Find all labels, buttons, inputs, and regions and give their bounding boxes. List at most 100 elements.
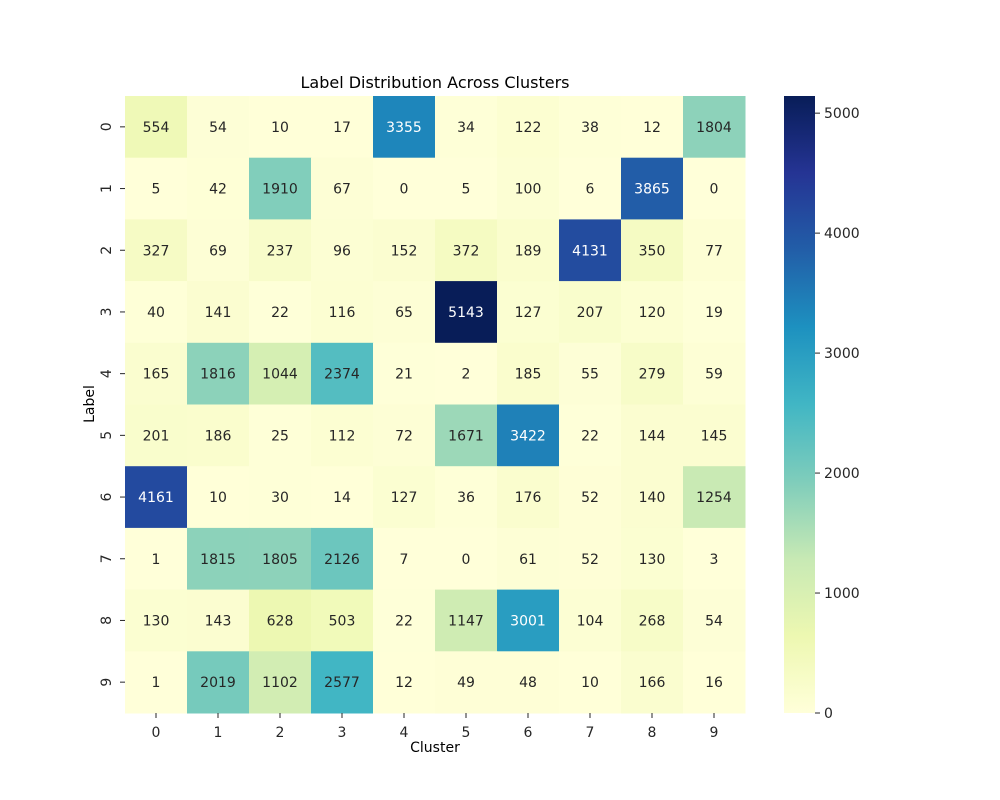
cell-value-label: 122 (515, 120, 542, 136)
heatmap-cell (683, 96, 746, 159)
heatmap-cell (435, 466, 498, 529)
heatmap-cell (435, 219, 498, 282)
heatmap-cell (497, 527, 560, 591)
cell-value-label: 52 (581, 552, 599, 568)
cell-value-label: 1044 (262, 367, 298, 383)
cell-value-label: 130 (143, 613, 170, 629)
x-tick-label: 7 (586, 725, 595, 741)
heatmap-cell (559, 281, 622, 344)
cell-value-label: 1815 (200, 552, 236, 568)
cell-value-label: 21 (395, 367, 413, 383)
cell-value-label: 186 (205, 428, 232, 444)
cell-value-label: 34 (457, 120, 475, 136)
cell-value-label: 1671 (448, 428, 484, 444)
heatmap-cell (249, 219, 312, 282)
heatmap-cell (311, 589, 374, 652)
cell-value-label: 96 (333, 243, 351, 259)
cell-value-label: 1816 (200, 367, 236, 383)
x-tick-label: 8 (648, 725, 657, 741)
cell-value-label: 36 (457, 490, 475, 506)
cell-value-label: 120 (639, 305, 666, 321)
heatmap-cell (187, 96, 250, 159)
cell-value-label: 350 (639, 243, 666, 259)
cell-value-label: 327 (143, 243, 170, 259)
cell-value-label: 1805 (262, 552, 298, 568)
colorbar-tick-label: 2000 (824, 466, 860, 482)
cell-value-label: 372 (453, 243, 480, 259)
heatmap-cell (621, 219, 684, 282)
cell-value-label: 40 (147, 305, 165, 321)
cell-value-label: 140 (639, 490, 666, 506)
chart-title: Label Distribution Across Clusters (300, 73, 569, 92)
heatmap-cell (559, 404, 622, 467)
heatmap-cell (187, 589, 250, 652)
heatmap-cell (249, 466, 312, 529)
heatmap-cell (435, 281, 498, 344)
y-tick-label: 5 (99, 431, 115, 440)
cell-value-label: 112 (329, 428, 356, 444)
y-axis-ticks: 0 1 2 3 4 5 6 7 8 9 (99, 122, 125, 687)
heatmap-cell (311, 651, 374, 714)
heatmap-cell (497, 466, 560, 529)
heatmap-cell (559, 157, 622, 220)
cell-value-label: 17 (333, 120, 351, 136)
cell-value-label: 52 (581, 490, 599, 506)
cell-value-label: 72 (395, 428, 413, 444)
cell-value-label: 3865 (634, 182, 670, 198)
x-tick-label: 6 (524, 725, 533, 741)
cell-value-label: 7 (400, 552, 409, 568)
heatmap-cell (125, 651, 188, 714)
heatmap-cell (435, 589, 498, 652)
x-tick-label: 5 (462, 725, 471, 741)
cell-value-label: 22 (395, 613, 413, 629)
y-tick-label: 3 (99, 307, 115, 316)
heatmap-cell (683, 651, 746, 714)
heatmap-cell (683, 404, 746, 467)
heatmap-cell (311, 157, 374, 220)
heatmap-cell (125, 281, 188, 344)
x-tick-label: 9 (710, 725, 719, 741)
heatmap-cell (435, 157, 498, 220)
x-tick-label: 0 (152, 725, 161, 741)
heatmap-cell (497, 651, 560, 714)
cell-value-label: 3 (710, 552, 719, 568)
heatmap-cell (683, 157, 746, 220)
colorbar-ticks: 0 1000 2000 3000 4000 5000 (815, 106, 860, 722)
y-tick-label: 6 (99, 493, 115, 502)
colorbar-tick-label: 5000 (824, 106, 860, 122)
heatmap-cell (125, 157, 188, 220)
heatmap-cell (187, 404, 250, 467)
heatmap-cell (311, 96, 374, 159)
heatmap-cell (497, 589, 560, 652)
y-tick-label: 2 (99, 246, 115, 255)
x-tick-label: 4 (400, 725, 409, 741)
cell-value-label: 185 (515, 367, 542, 383)
colorbar (784, 96, 815, 713)
cell-value-label: 30 (271, 490, 289, 506)
heatmap-cell (497, 96, 560, 159)
heatmap-cell (187, 157, 250, 220)
cell-value-label: 237 (267, 243, 294, 259)
heatmap-cell (497, 342, 560, 405)
heatmap-cell (125, 466, 188, 529)
heatmap-cell (311, 527, 374, 591)
cell-value-label: 55 (581, 367, 599, 383)
cell-value-label: 67 (333, 182, 351, 198)
cell-value-label: 25 (271, 428, 289, 444)
heatmap-cell (435, 96, 498, 159)
x-tick-label: 3 (338, 725, 347, 741)
cell-value-label: 1102 (262, 675, 298, 691)
heatmap-cell (497, 404, 560, 467)
cell-value-label: 12 (643, 120, 661, 136)
cell-value-label: 2019 (200, 675, 236, 691)
x-tick-label: 1 (214, 725, 223, 741)
heatmap-cell (249, 157, 312, 220)
cell-value-label: 10 (209, 490, 227, 506)
cell-value-label: 69 (209, 243, 227, 259)
cell-value-label: 61 (519, 552, 537, 568)
y-tick-label: 4 (99, 369, 115, 378)
cell-value-label: 143 (205, 613, 232, 629)
cell-value-label: 49 (457, 675, 475, 691)
cell-value-label: 4161 (138, 490, 174, 506)
